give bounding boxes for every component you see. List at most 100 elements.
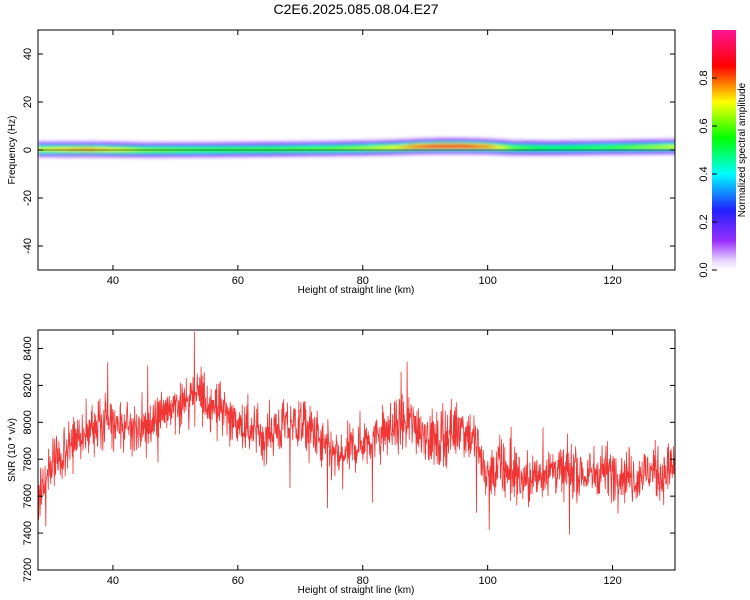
spectrogram-cell: [584, 147, 588, 149]
spectrogram-cell: [98, 150, 102, 153]
spectrogram-cell: [209, 155, 213, 158]
spectrogram-cell: [533, 141, 537, 143]
spectrogram-cell: [326, 147, 330, 149]
spectrogram-cell: [464, 137, 468, 140]
spectrogram-cell: [278, 147, 282, 149]
spectrogram-cell: [503, 138, 507, 141]
spectrogram-cell: [431, 150, 435, 153]
spectrogram-cell: [317, 150, 321, 153]
spectrogram-cell: [74, 145, 78, 148]
spectrogram-cell: [191, 142, 195, 144]
spectrogram-cell: [248, 142, 252, 144]
spectrogram-cell: [227, 153, 231, 155]
spectrogram-cell: [455, 143, 459, 146]
spectrogram-cell: [62, 151, 66, 154]
spectrogram-cell: [566, 141, 570, 143]
spectrogram-cell: [134, 154, 138, 156]
spectrogram-cell: [206, 148, 210, 150]
spectrogram-cell: [605, 148, 609, 150]
spectrogram-cell: [488, 151, 492, 154]
spectrogram-cell: [86, 151, 90, 154]
spectrogram-cell: [143, 141, 147, 143]
spectrogram-cell: [371, 154, 375, 156]
spectrogram-cell: [209, 154, 213, 156]
spectrogram-cell: [644, 153, 648, 155]
spectrogram-y-tick-label: 40: [22, 48, 34, 60]
spectrogram-cell: [671, 144, 675, 147]
spectrogram-cell: [494, 143, 498, 146]
spectrogram-cell: [542, 142, 546, 144]
spectrogram-cell: [581, 142, 585, 144]
spectrogram-cell: [140, 154, 144, 156]
spectrogram-cell: [344, 142, 348, 144]
spectrogram-cell: [338, 142, 342, 144]
spectrogram-cell: [74, 154, 78, 156]
spectrogram-cell: [230, 147, 234, 149]
spectrogram-cell: [446, 151, 450, 154]
spectrogram-cell: [311, 144, 315, 147]
spectrogram-cell: [71, 153, 75, 155]
spectrogram-cell: [236, 153, 240, 155]
spectrogram-cell: [626, 153, 630, 155]
spectrogram-cell: [125, 148, 129, 150]
spectrogram-cell: [509, 143, 513, 146]
spectrogram-cell: [278, 151, 282, 154]
spectrogram-cell: [338, 150, 342, 153]
spectrogram-cell: [446, 142, 450, 144]
spectrogram-cell: [170, 155, 174, 158]
spectrogram-cell: [275, 147, 279, 149]
spectrogram-cell: [485, 147, 489, 149]
spectrogram-y-axis-label: Frequency (Hz): [7, 116, 18, 185]
spectrogram-cell: [320, 143, 324, 146]
spectrogram-cell: [293, 150, 297, 153]
spectrogram-cell: [119, 156, 123, 159]
spectrogram-cell: [407, 151, 411, 154]
spectrogram-cell: [140, 145, 144, 148]
spectrogram-cell: [353, 147, 357, 149]
spectrogram-cell: [620, 141, 624, 143]
spectrogram-cell: [545, 143, 549, 146]
spectrogram-cell: [116, 147, 120, 149]
spectrogram-cell: [617, 138, 621, 141]
spectrogram-cell: [563, 141, 567, 143]
spectrogram-cell: [248, 155, 252, 158]
spectrogram-cell: [605, 154, 609, 156]
spectrogram-cell: [290, 141, 294, 143]
spectrogram-cell: [581, 144, 585, 147]
spectrogram-cell: [239, 145, 243, 148]
spectrogram-cell: [128, 145, 132, 148]
spectrogram-cell: [260, 150, 264, 153]
spectrogram-cell: [215, 151, 219, 154]
spectrogram-cell: [464, 142, 468, 144]
spectrogram-cell: [101, 151, 105, 154]
spectrogram-cell: [59, 147, 63, 149]
spectrogram-cell: [578, 138, 582, 141]
spectrogram-cell: [659, 142, 663, 144]
spectrogram-cell: [206, 147, 210, 149]
spectrogram-cell: [554, 153, 558, 155]
spectrogram-cell: [485, 141, 489, 143]
spectrogram-cell: [260, 154, 264, 156]
spectrogram-cell: [194, 145, 198, 148]
spectrogram-cell: [665, 143, 669, 146]
spectrogram-cell: [86, 144, 90, 147]
spectrogram-cell: [68, 151, 72, 154]
spectrogram-cell: [416, 145, 420, 148]
spectrogram-cell: [455, 150, 459, 153]
spectrogram-cell: [242, 145, 246, 148]
spectrogram-cell: [305, 141, 309, 143]
spectrogram-cell: [479, 143, 483, 146]
spectrogram-cell: [269, 142, 273, 144]
spectrogram-cell: [245, 156, 249, 159]
spectrogram-cell: [446, 143, 450, 146]
spectrogram-cell: [209, 156, 213, 159]
spectrogram-cell: [413, 139, 417, 142]
spectrogram-cell: [584, 150, 588, 153]
spectrogram-cell: [194, 155, 198, 158]
spectrogram-cell: [422, 147, 426, 149]
spectrogram-cell: [341, 139, 345, 142]
spectrogram-cell: [104, 150, 108, 153]
spectrogram-cell: [92, 142, 96, 144]
spectrogram-cell: [590, 148, 594, 150]
